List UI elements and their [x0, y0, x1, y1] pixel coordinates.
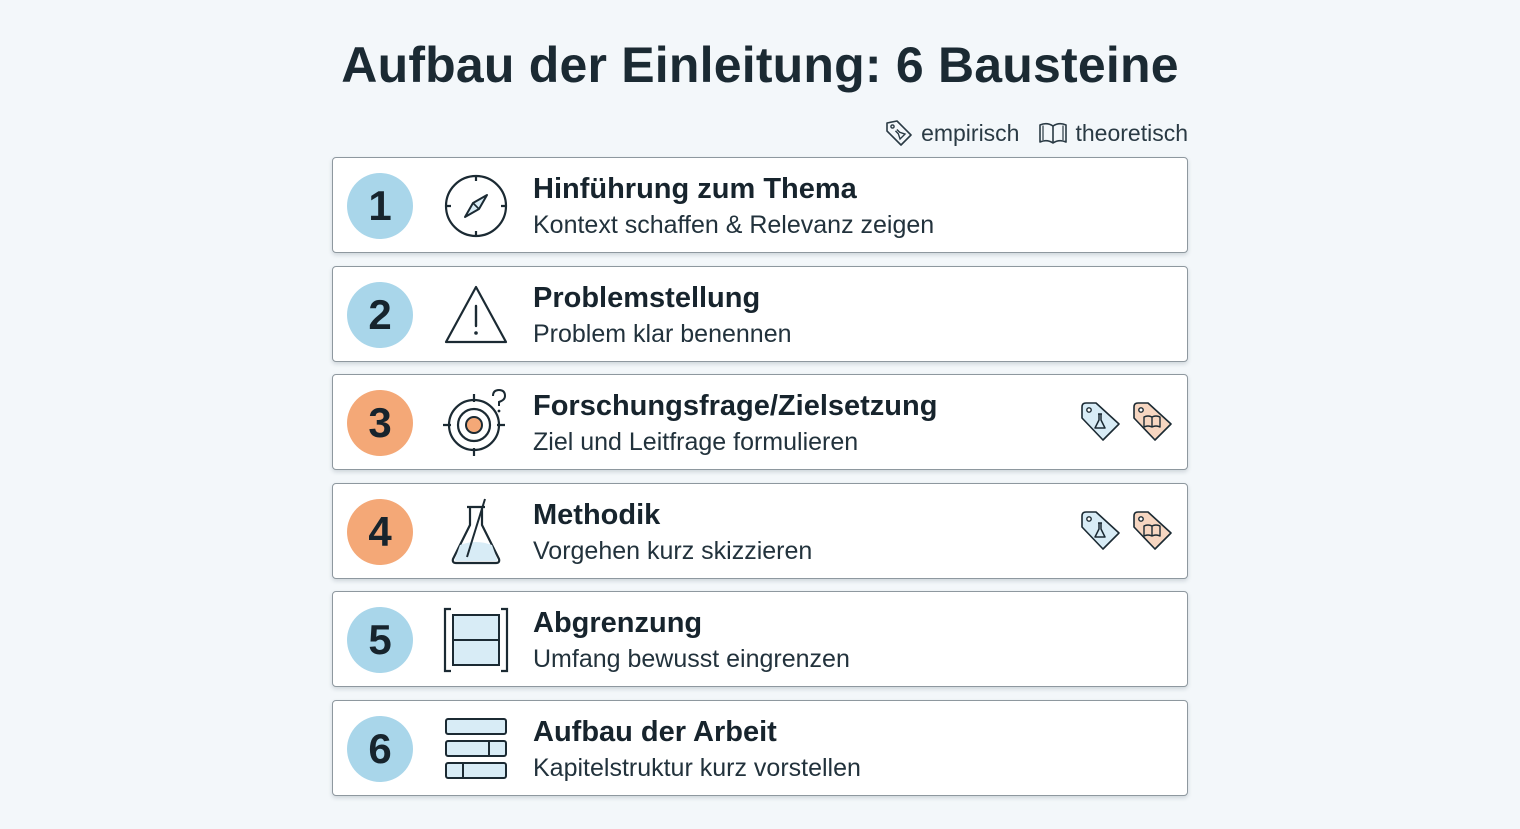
step-title: Aufbau der Arbeit	[533, 715, 777, 748]
step-row-6: 6 Aufbau der Arbeit Kapitelstruktur kurz…	[332, 699, 1188, 796]
step-number: 3	[347, 390, 413, 457]
step-subtitle: Umfang bewusst eingrenzen	[533, 645, 850, 674]
step-row-2: 2 Problemstellung Problem klar benennen	[332, 265, 1188, 362]
step-row-1: 1 Hinführung zum Thema Kontext schaffen …	[332, 157, 1188, 253]
flask-icon	[451, 498, 501, 564]
empirisch-tag-icon	[1081, 510, 1120, 550]
steps-list: 1 Hinführung zum Thema Kontext schaffen …	[332, 157, 1188, 809]
step-row-5: 5 Abgrenzung Umfang bewusst eingrenzen	[332, 591, 1188, 688]
warning-icon	[444, 285, 508, 343]
legend-item-empirisch: empirisch	[883, 117, 1019, 149]
flask-tag-icon	[886, 120, 912, 146]
empirisch-tag-icon	[1081, 402, 1120, 441]
legend-label: empirisch	[921, 119, 1020, 146]
step-tags	[1079, 508, 1175, 552]
step-subtitle: Kapitelstruktur kurz vorstellen	[533, 753, 861, 782]
step-number: 4	[347, 498, 413, 565]
compass-icon	[444, 174, 508, 238]
book-icon	[1039, 122, 1068, 144]
step-title: Abgrenzung	[533, 607, 703, 640]
step-row-3: 3 Forschungsfrage/Zielsetzung Ziel und L…	[332, 374, 1188, 471]
step-subtitle: Problem klar benennen	[533, 319, 792, 348]
step-subtitle: Kontext schaffen & Relevanz zeigen	[533, 211, 935, 239]
step-number: 2	[347, 281, 413, 348]
legend-label: theoretisch	[1075, 119, 1188, 146]
target-question-icon	[443, 389, 507, 457]
step-subtitle: Ziel und Leitfrage formulieren	[533, 428, 859, 457]
step-tags	[1079, 399, 1175, 443]
step-number: 5	[347, 607, 413, 674]
step-title: Forschungsfrage/Zielsetzung	[533, 390, 938, 423]
theoretisch-tag-icon	[1133, 510, 1172, 550]
legend-item-theoretisch: theoretisch	[1037, 117, 1188, 149]
step-row-4: 4 Methodik Vorgehen kurz skizzieren	[332, 482, 1188, 579]
step-title: Problemstellung	[533, 281, 761, 314]
legend: empirisch theoretisch	[883, 116, 1188, 150]
step-title: Hinführung zum Thema	[533, 173, 857, 205]
stack-layers-icon	[445, 717, 507, 779]
step-number: 6	[347, 715, 413, 782]
theoretisch-tag-icon	[1133, 402, 1172, 441]
step-number: 1	[347, 173, 413, 239]
page-title: Aufbau der Einleitung: 6 Bausteine	[341, 37, 1179, 93]
step-subtitle: Vorgehen kurz skizzieren	[533, 536, 813, 565]
step-title: Methodik	[533, 498, 661, 531]
bounded-frame-icon	[443, 608, 509, 673]
